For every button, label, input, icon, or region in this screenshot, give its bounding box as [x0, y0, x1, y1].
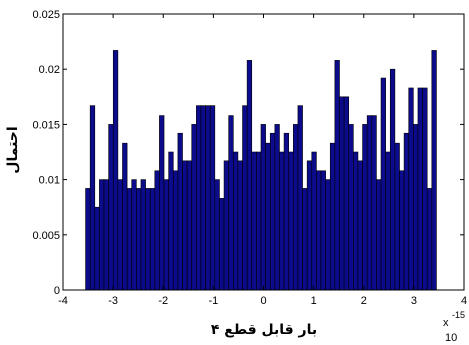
y-tick-label: 0.025: [32, 9, 60, 21]
histogram-bar: [94, 206, 100, 291]
x-axis-title: بار قابل قطع ۴: [211, 322, 317, 338]
histogram-bar: [251, 151, 257, 291]
histogram-bar: [320, 170, 326, 291]
histogram-bar: [297, 105, 303, 291]
histogram-bar: [403, 132, 410, 291]
histogram-bar: [362, 124, 368, 291]
axis-multiplier-exponent: -15: [452, 310, 465, 320]
histogram-bar: [122, 142, 128, 291]
histogram-bar: [417, 87, 423, 291]
histogram-bar: [334, 60, 340, 291]
histogram-bar: [311, 151, 317, 291]
histogram-bar: [85, 188, 91, 291]
x-tick-label: -3: [108, 295, 118, 307]
histogram-bar: [154, 170, 160, 291]
x-tick-label: 2: [361, 295, 367, 307]
x-axis-ticks: -4 -3 -2 -1 0 1 2 3 4: [58, 14, 467, 307]
histogram-bar: [302, 188, 308, 291]
histogram-bar: [172, 170, 179, 291]
histogram-bar: [131, 179, 137, 291]
histogram-bar: [348, 124, 354, 291]
histogram-bar: [353, 151, 359, 291]
histogram-bar: [246, 60, 253, 291]
histogram-bar: [366, 115, 373, 291]
histogram-bar: [422, 87, 428, 291]
histogram-bar: [186, 160, 193, 291]
histogram-bar: [89, 105, 96, 291]
histogram-bar: [431, 50, 437, 291]
histogram-bar: [371, 115, 377, 291]
x-tick-label: -2: [158, 295, 168, 307]
histogram-bar: [399, 170, 405, 291]
histogram-bar: [112, 50, 119, 291]
histogram-bar: [274, 124, 280, 291]
histogram-bar: [413, 124, 419, 291]
histogram-bar: [108, 124, 114, 291]
x-tick-label: 1: [311, 295, 317, 307]
histogram-bar: [232, 151, 239, 291]
histogram-bar: [103, 179, 109, 291]
x-tick-label: -1: [208, 295, 218, 307]
y-tick-label: 0.02: [39, 64, 60, 76]
histogram-bar: [408, 87, 414, 291]
histogram-bar: [265, 142, 271, 291]
histogram-bar: [329, 142, 336, 291]
axis-multiplier-symbol: x: [443, 317, 449, 329]
histogram-bar: [117, 179, 123, 291]
histogram-bar: [385, 151, 391, 291]
x-tick-label: -4: [58, 295, 68, 307]
histogram-bar: [339, 96, 345, 291]
histogram-bar: [288, 151, 294, 291]
histogram-bar: [269, 132, 276, 291]
histogram-bar: [293, 124, 299, 291]
histogram-bar: [343, 96, 350, 291]
histogram-bar: [223, 160, 229, 291]
axis-multiplier-base: 10: [445, 332, 457, 344]
histogram-bar: [242, 105, 248, 291]
histogram-bar: [306, 160, 313, 291]
histogram-bar: [149, 188, 156, 291]
histogram-bar: [237, 160, 243, 291]
histogram-bar: [191, 124, 197, 291]
histogram-bar: [159, 115, 165, 291]
x-tick-label: 3: [411, 295, 417, 307]
histogram-bar: [209, 105, 216, 291]
histogram-bar: [394, 142, 400, 291]
histogram-bar: [260, 124, 266, 291]
y-tick-label: 0.015: [32, 119, 60, 131]
histogram-bar: [168, 151, 174, 291]
x-tick-label: 0: [260, 295, 266, 307]
y-axis-title: احتمال: [5, 126, 21, 173]
histogram-bar: [163, 179, 169, 291]
y-axis-ticks: 0 0.005 0.01 0.015 0.02 0.025: [32, 9, 464, 297]
histogram-bar: [376, 179, 382, 291]
histogram-bar: [136, 188, 142, 291]
histogram-bar: [389, 68, 396, 291]
histogram-bar: [99, 179, 105, 291]
histogram-bar: [145, 188, 151, 291]
x-tick-label: 4: [461, 295, 467, 307]
y-tick-label: 0.01: [39, 175, 60, 187]
histogram-bar: [283, 132, 289, 291]
y-tick-label: 0: [54, 285, 60, 297]
histogram-bar: [426, 188, 433, 291]
histogram-bar: [380, 77, 386, 291]
histogram-bar: [205, 105, 211, 291]
histogram-bar: [200, 105, 206, 291]
histogram-bar: [219, 198, 225, 291]
histogram-bar: [279, 151, 285, 291]
histogram-bar: [182, 160, 188, 291]
histogram-bar: [126, 188, 133, 291]
histogram-bar: [228, 115, 234, 291]
histogram-bar: [196, 105, 202, 291]
y-tick-label: 0.005: [32, 230, 60, 242]
histogram-bar: [325, 179, 331, 291]
histogram-bar: [177, 132, 183, 291]
histogram-bar: [316, 170, 322, 291]
histogram-bar: [256, 151, 262, 291]
histogram-bar: [357, 160, 363, 291]
histogram-bar: [140, 179, 146, 291]
histogram-bar: [214, 179, 220, 291]
